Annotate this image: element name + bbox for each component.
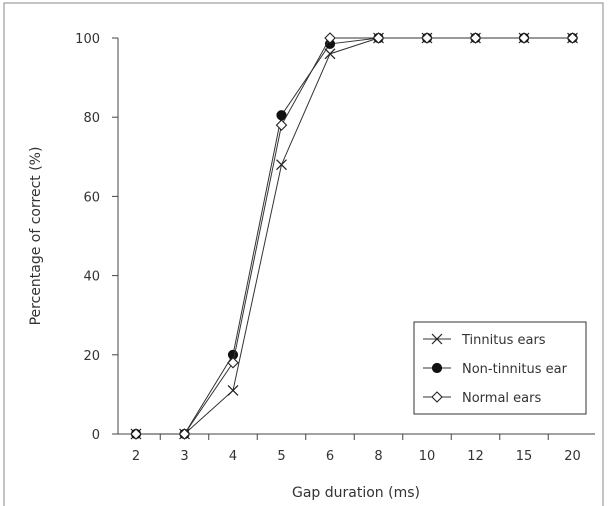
- axes: 0 20 40 60 80 100 2 3 4 5 6 8 10 12 15 20: [75, 32, 595, 464]
- y-tick-label: 80: [83, 111, 100, 126]
- legend-label: Normal ears: [462, 391, 541, 406]
- figure-border: [3, 2, 604, 506]
- data-point: [130, 428, 142, 440]
- legend-marker: [431, 362, 443, 374]
- data-point: [469, 32, 482, 44]
- x-tick-label: 3: [180, 449, 188, 464]
- x-tick-label: 10: [419, 449, 436, 464]
- legend-item: Tinnitus ears: [423, 333, 546, 348]
- legend-item: Normal ears: [423, 391, 541, 406]
- y-tick-label: 40: [83, 270, 100, 285]
- data-point: [566, 32, 579, 44]
- y-axis-label: Percentage of correct (%): [28, 147, 44, 326]
- data-point: [324, 48, 336, 60]
- x-tick-label: 15: [516, 449, 533, 464]
- series-3: [130, 32, 579, 440]
- data-point: [178, 428, 191, 440]
- data-point: [324, 32, 336, 44]
- data-point: [518, 32, 530, 44]
- series-line: [136, 37, 573, 435]
- y-tick-label: 60: [83, 190, 100, 205]
- x-tick-label: 2: [132, 449, 140, 464]
- x-tick-label: 8: [374, 449, 382, 464]
- x-tick-label: 20: [564, 449, 581, 464]
- data-point: [421, 32, 433, 44]
- x-tick-label: 4: [229, 449, 237, 464]
- data-point: [275, 119, 288, 131]
- data-point: [276, 159, 287, 171]
- x-tick-label: 6: [326, 449, 334, 464]
- y-tick-label: 20: [83, 349, 100, 364]
- x-tick-label: 5: [277, 449, 285, 464]
- series-layer: [130, 32, 579, 440]
- legend-item: Non-tinnitus ear: [423, 362, 568, 377]
- y-tick-label: 0: [92, 428, 100, 443]
- legend-label: Tinnitus ears: [461, 333, 546, 348]
- legend: Tinnitus ears Non-tinnitus ear Normal ears: [413, 321, 587, 415]
- data-point: [372, 32, 385, 44]
- x-tick-label: 12: [467, 449, 484, 464]
- data-point: [227, 385, 239, 396]
- data-point: [227, 356, 239, 369]
- x-axis-label: Gap duration (ms): [292, 485, 420, 501]
- y-tick-label: 100: [75, 32, 100, 47]
- legend-label: Non-tinnitus ear: [462, 362, 568, 377]
- legend-marker: [431, 391, 443, 403]
- legend-marker: [431, 333, 443, 345]
